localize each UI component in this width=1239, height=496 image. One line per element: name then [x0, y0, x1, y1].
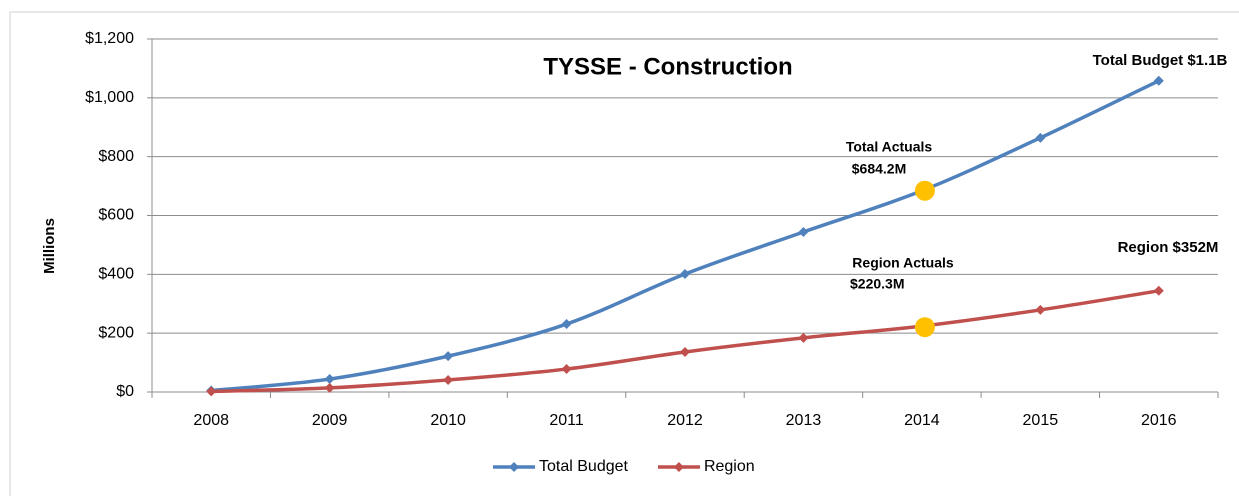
x-tick-label: 2009 [312, 412, 348, 429]
data-point [1035, 304, 1046, 315]
y-tick-label: $200 [98, 324, 134, 341]
x-tick-label: 2016 [1141, 412, 1177, 429]
x-tick-label: 2014 [904, 412, 940, 429]
data-point [443, 351, 454, 362]
data-point [561, 319, 572, 330]
chart-frame [9, 11, 1239, 496]
legend-marker [673, 462, 684, 472]
legend-label: Total Budget [539, 458, 629, 475]
y-tick-label: $800 [98, 148, 134, 165]
y-tick-label: $600 [98, 207, 134, 224]
y-tick-label: $1,200 [85, 30, 134, 47]
data-point [1153, 285, 1164, 296]
x-tick-label: 2008 [193, 412, 229, 429]
data-point [561, 364, 572, 375]
annotation-text: Total Actuals [846, 139, 933, 155]
data-point [798, 226, 809, 237]
annotation-text: Region Actuals [852, 255, 954, 271]
x-tick-label: 2015 [1023, 412, 1059, 429]
data-point [1035, 132, 1046, 143]
y-tick-label: $1,000 [85, 89, 134, 106]
annotation-value: $220.3M [850, 276, 904, 292]
data-point [443, 374, 454, 385]
data-point [206, 386, 217, 397]
y-tick-label: $400 [98, 266, 134, 283]
data-point [1153, 75, 1164, 86]
y-axis-label: Millions [41, 218, 58, 274]
annotation-value: $684.2M [852, 161, 906, 177]
y-tick-label: $0 [116, 383, 134, 400]
actuals-marker [914, 180, 935, 201]
legend-label: Region [704, 458, 755, 475]
x-tick-label: 2011 [549, 412, 584, 429]
data-point [324, 382, 335, 393]
x-tick-label: 2010 [430, 412, 466, 429]
actuals-marker [914, 317, 935, 338]
data-point [680, 269, 690, 280]
end-label: Total Budget $1.1B [1093, 52, 1228, 69]
data-point [324, 374, 335, 385]
data-point [680, 346, 690, 357]
series-line [211, 79, 1160, 393]
chart-title: TYSSE - Construction [543, 53, 792, 80]
legend-marker [509, 462, 519, 472]
x-tick-label: 2013 [786, 412, 822, 429]
x-tick-label: 2012 [667, 412, 703, 429]
end-label: Region $352M [1118, 239, 1219, 256]
data-point [798, 332, 809, 343]
